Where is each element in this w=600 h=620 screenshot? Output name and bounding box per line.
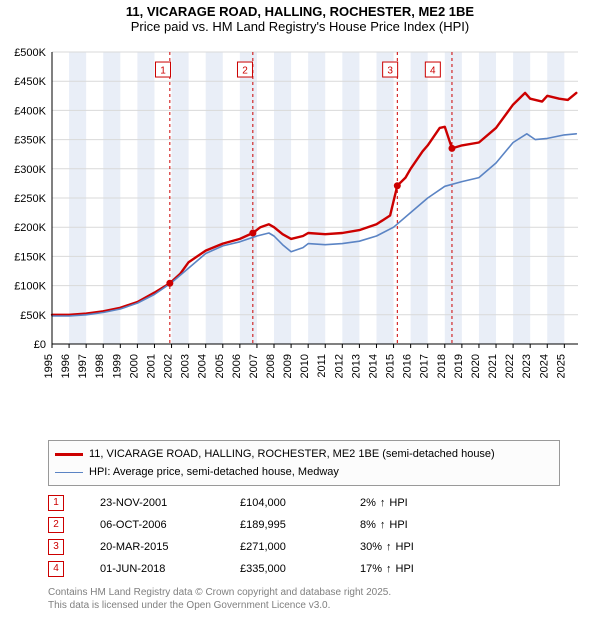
arrow-up-icon: ↑ (386, 541, 392, 553)
event-number-box: 3 (48, 539, 64, 555)
event-pct: 8% ↑HPI (360, 519, 480, 531)
x-tick-label: 2000 (128, 354, 140, 378)
event-price: £271,000 (240, 541, 360, 553)
chart: £0 £50K £100K £150K £200K £250K £300K £350K £400… (8, 44, 584, 404)
marker-dot (166, 280, 173, 287)
x-tick-label: 2024 (538, 354, 550, 378)
x-tick-label: 1999 (111, 354, 123, 378)
event-pct-value: 2% (360, 497, 376, 509)
marker-dot (394, 182, 401, 189)
y-tick-label: £400K (14, 105, 46, 117)
y-tick-label: £50K (20, 310, 46, 322)
x-tick-label: 2021 (487, 354, 499, 378)
event-hpi-suffix: HPI (396, 541, 414, 553)
x-tick-label: 2002 (163, 354, 175, 378)
x-tick-label: 2020 (470, 354, 482, 378)
event-pct: 2% ↑HPI (360, 497, 480, 509)
sub-title: Price paid vs. HM Land Registry's House … (0, 19, 600, 34)
x-tick-label: 2012 (333, 354, 345, 378)
title-block: 11, VICARAGE ROAD, HALLING, ROCHESTER, M… (0, 0, 600, 34)
event-row: 1 23-NOV-2001£104,0002% ↑HPI (48, 492, 560, 514)
legend: 11, VICARAGE ROAD, HALLING, ROCHESTER, M… (48, 440, 560, 486)
y-tick-label: £150K (14, 251, 46, 263)
footer: Contains HM Land Registry data © Crown c… (48, 586, 568, 612)
event-number-box: 2 (48, 517, 64, 533)
marker-number: 2 (242, 66, 248, 77)
event-pct-value: 30% (360, 541, 382, 553)
x-tick-label: 2014 (367, 354, 379, 378)
event-date: 06-OCT-2006 (100, 519, 240, 531)
x-tick-label: 1995 (43, 354, 55, 378)
event-date: 23-NOV-2001 (100, 497, 240, 509)
y-tick-label: £200K (14, 222, 46, 234)
x-tick-label: 2007 (248, 354, 260, 378)
event-hpi-suffix: HPI (389, 519, 407, 531)
event-price: £335,000 (240, 563, 360, 575)
legend-row: HPI: Average price, semi-detached house,… (55, 463, 553, 481)
legend-label: HPI: Average price, semi-detached house,… (89, 466, 339, 478)
event-pct: 30% ↑ HPI (360, 541, 480, 553)
event-price: £189,995 (240, 519, 360, 531)
event-row: 3 20-MAR-2015£271,00030% ↑ HPI (48, 536, 560, 558)
x-tick-label: 2009 (282, 354, 294, 378)
y-tick-label: £450K (14, 76, 46, 88)
events-table: 123-NOV-2001£104,0002%↑HPI206-OCT-2006£1… (48, 492, 560, 580)
legend-swatch (55, 472, 83, 473)
x-tick-label: 2018 (436, 354, 448, 378)
legend-row: 11, VICARAGE ROAD, HALLING, ROCHESTER, M… (55, 445, 553, 463)
marker-number: 1 (160, 66, 166, 77)
x-tick-label: 2001 (145, 354, 157, 378)
y-tick-label: £100K (14, 281, 46, 293)
x-tick-label: 2013 (350, 354, 362, 378)
event-pct-value: 8% (360, 519, 376, 531)
event-row: 4 01-JUN-2018£335,00017% ↑ HPI (48, 558, 560, 580)
x-tick-label: 2011 (316, 354, 328, 378)
y-tick-label: £500K (14, 47, 46, 59)
x-tick-label: 2016 (402, 354, 414, 378)
x-tick-label: 2010 (299, 354, 311, 378)
x-tick-label: 2022 (504, 354, 516, 378)
x-tick-label: 2017 (419, 354, 431, 378)
y-tick-label: £300K (14, 164, 46, 176)
event-pct: 17% ↑ HPI (360, 563, 480, 575)
event-hpi-suffix: HPI (396, 563, 414, 575)
event-number-box: 1 (48, 495, 64, 511)
chart-svg: £0 £50K £100K £150K £200K £250K £300K £350K £400… (8, 44, 584, 404)
x-tick-label: 1998 (94, 354, 106, 378)
marker-dot (249, 230, 256, 237)
x-tick-label: 2015 (385, 354, 397, 378)
x-tick-label: 1996 (60, 354, 72, 378)
x-tick-label: 2025 (555, 354, 567, 378)
arrow-up-icon: ↑ (386, 563, 392, 575)
event-row: 2 06-OCT-2006£189,9958% ↑HPI (48, 514, 560, 536)
footer-line1: Contains HM Land Registry data © Crown c… (48, 586, 568, 599)
x-tick-label: 2023 (521, 354, 533, 378)
marker-number: 3 (387, 66, 393, 77)
event-price: £104,000 (240, 497, 360, 509)
legend-label: 11, VICARAGE ROAD, HALLING, ROCHESTER, M… (89, 448, 495, 460)
arrow-up-icon: ↑ (380, 519, 386, 531)
page: 11, VICARAGE ROAD, HALLING, ROCHESTER, M… (0, 0, 600, 620)
x-tick-label: 2006 (231, 354, 243, 378)
x-tick-label: 2008 (265, 354, 277, 378)
main-title: 11, VICARAGE ROAD, HALLING, ROCHESTER, M… (0, 4, 600, 19)
x-tick-label: 2003 (180, 354, 192, 378)
event-date: 20-MAR-2015 (100, 541, 240, 553)
y-tick-label: £350K (14, 135, 46, 147)
footer-line2: This data is licensed under the Open Gov… (48, 599, 568, 612)
event-hpi-suffix: HPI (389, 497, 407, 509)
marker-number: 4 (430, 66, 436, 77)
x-tick-label: 2005 (214, 354, 226, 378)
event-number-box: 4 (48, 561, 64, 577)
arrow-up-icon: ↑ (380, 497, 386, 509)
marker-dot (448, 145, 455, 152)
x-tick-label: 2019 (453, 354, 465, 378)
x-tick-label: 2004 (197, 354, 209, 378)
event-date: 01-JUN-2018 (100, 563, 240, 575)
legend-swatch (55, 453, 83, 456)
y-tick-label: £250K (14, 193, 46, 205)
event-pct-value: 17% (360, 563, 382, 575)
y-tick-label: £0 (34, 339, 46, 351)
x-tick-label: 1997 (77, 354, 89, 378)
